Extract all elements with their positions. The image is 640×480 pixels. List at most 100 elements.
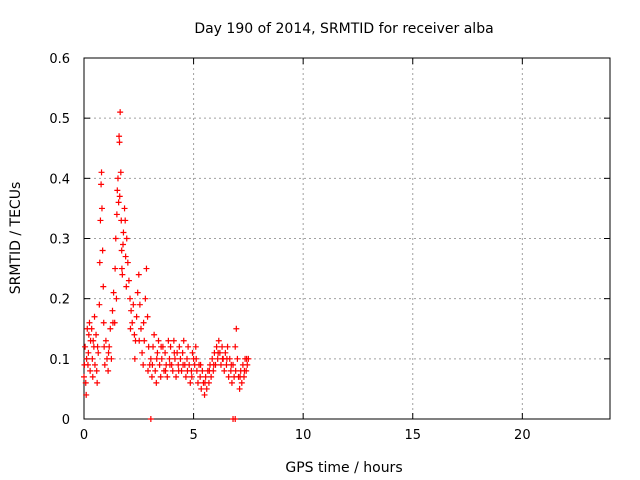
data-point xyxy=(91,313,98,320)
data-point xyxy=(116,193,123,200)
data-point xyxy=(127,295,134,302)
data-point xyxy=(109,307,116,314)
data-point xyxy=(193,355,200,362)
data-point xyxy=(173,373,180,380)
data-point xyxy=(117,109,124,116)
data-point xyxy=(124,259,131,266)
data-point xyxy=(147,416,154,422)
data-point xyxy=(129,319,136,326)
data-point xyxy=(232,367,239,374)
data-point xyxy=(141,337,148,344)
data-point xyxy=(107,325,114,332)
data-point xyxy=(156,361,163,368)
data-point xyxy=(171,355,178,362)
data-point xyxy=(144,313,151,320)
data-point xyxy=(106,343,113,350)
y-tick-label: 0.5 xyxy=(49,112,70,127)
data-point xyxy=(101,343,108,350)
plot-frame xyxy=(83,57,611,420)
data-point xyxy=(188,373,195,380)
data-point xyxy=(114,175,121,182)
data-point xyxy=(228,361,235,368)
y-axis-label: SRMTID / TECUs xyxy=(8,182,24,295)
data-point xyxy=(224,343,231,350)
data-point xyxy=(86,319,93,326)
data-point xyxy=(116,139,123,146)
data-point xyxy=(95,349,102,356)
data-point xyxy=(98,169,105,176)
data-point xyxy=(186,361,193,368)
data-point xyxy=(110,289,117,296)
data-point xyxy=(215,337,222,344)
data-point xyxy=(152,367,159,374)
y-tick-label: 0.3 xyxy=(49,233,70,248)
data-point xyxy=(162,349,169,356)
data-point xyxy=(135,271,142,278)
data-point xyxy=(98,181,105,188)
data-point xyxy=(120,241,127,248)
data-point xyxy=(88,325,95,332)
data-point xyxy=(137,325,144,332)
data-point xyxy=(98,205,105,212)
data-point xyxy=(154,349,161,356)
data-point xyxy=(102,337,109,344)
data-point xyxy=(189,349,196,356)
data-point xyxy=(81,373,87,380)
data-point xyxy=(170,337,177,344)
data-point xyxy=(185,343,192,350)
data-point xyxy=(108,355,115,362)
data-point xyxy=(237,373,244,380)
data-point xyxy=(82,343,89,350)
data-point xyxy=(83,355,90,362)
data-point xyxy=(150,343,157,350)
data-point xyxy=(90,337,97,344)
data-point xyxy=(116,133,123,140)
data-point xyxy=(85,331,92,338)
data-point xyxy=(208,373,215,380)
data-point xyxy=(213,343,220,350)
data-point xyxy=(165,337,172,344)
data-point xyxy=(158,355,165,362)
data-point xyxy=(171,349,178,356)
data-point xyxy=(206,367,213,374)
data-point xyxy=(118,265,125,272)
data-point xyxy=(85,349,92,356)
data-point xyxy=(153,379,160,386)
data-point xyxy=(149,361,156,368)
data-point xyxy=(125,277,132,284)
x-tick-label: 20 xyxy=(514,428,531,443)
data-point xyxy=(89,355,96,362)
data-point xyxy=(187,379,194,386)
data-point xyxy=(197,361,204,368)
x-tick-label: 5 xyxy=(189,428,197,443)
data-point xyxy=(192,343,199,350)
data-point xyxy=(233,325,240,332)
data-point xyxy=(166,361,173,368)
data-point xyxy=(105,349,112,356)
data-point xyxy=(121,205,128,212)
data-points xyxy=(81,109,252,422)
data-point xyxy=(130,301,137,308)
data-point xyxy=(134,289,141,296)
data-point xyxy=(184,367,191,374)
data-point xyxy=(151,331,158,338)
data-point xyxy=(96,259,103,266)
data-point xyxy=(184,355,191,362)
data-point xyxy=(128,307,135,314)
data-point xyxy=(203,385,210,392)
data-point xyxy=(136,337,143,344)
data-point xyxy=(112,235,119,242)
data-point xyxy=(144,367,151,374)
data-point xyxy=(94,343,101,350)
data-point xyxy=(155,337,162,344)
data-point xyxy=(109,319,116,326)
data-point xyxy=(115,199,122,206)
grid-lines xyxy=(84,58,610,419)
data-point xyxy=(82,379,89,386)
data-point xyxy=(123,283,130,290)
data-point xyxy=(91,361,98,368)
y-tick-label: 0.2 xyxy=(49,293,70,308)
data-point xyxy=(148,373,155,380)
data-point xyxy=(238,379,245,386)
data-point xyxy=(234,355,241,362)
